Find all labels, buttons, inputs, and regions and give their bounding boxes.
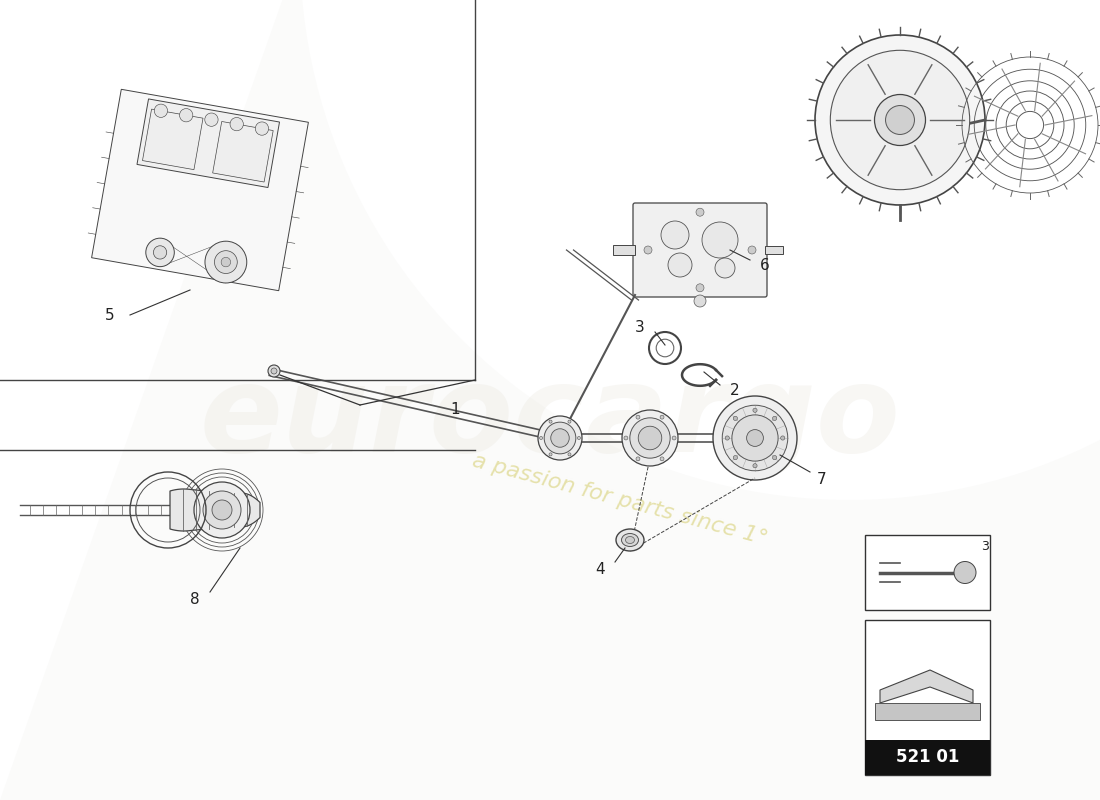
Circle shape xyxy=(668,253,692,277)
FancyBboxPatch shape xyxy=(632,203,767,297)
Circle shape xyxy=(268,365,280,377)
FancyBboxPatch shape xyxy=(865,535,990,610)
Bar xyxy=(764,246,783,254)
Circle shape xyxy=(696,208,704,216)
Text: 7: 7 xyxy=(817,473,827,487)
Circle shape xyxy=(214,250,238,274)
Ellipse shape xyxy=(621,534,638,546)
Circle shape xyxy=(772,455,777,460)
Circle shape xyxy=(734,455,737,460)
Ellipse shape xyxy=(626,537,635,543)
Circle shape xyxy=(624,436,628,440)
Text: 8: 8 xyxy=(190,593,200,607)
Circle shape xyxy=(179,109,192,122)
Bar xyxy=(613,245,635,255)
Circle shape xyxy=(205,241,246,283)
Circle shape xyxy=(713,396,798,480)
Circle shape xyxy=(748,246,756,254)
Circle shape xyxy=(874,94,925,146)
Circle shape xyxy=(255,122,268,135)
Polygon shape xyxy=(874,703,980,720)
Text: a passion for parts since 1°: a passion for parts since 1° xyxy=(470,451,770,549)
Circle shape xyxy=(734,416,737,421)
Ellipse shape xyxy=(616,529,644,551)
Circle shape xyxy=(630,418,670,458)
Text: 521 01: 521 01 xyxy=(895,749,959,766)
Polygon shape xyxy=(143,109,204,170)
Circle shape xyxy=(538,416,582,460)
Circle shape xyxy=(954,562,976,583)
Circle shape xyxy=(549,420,552,423)
Polygon shape xyxy=(91,90,308,290)
Circle shape xyxy=(725,436,729,440)
Circle shape xyxy=(732,415,778,461)
Circle shape xyxy=(153,246,167,259)
Circle shape xyxy=(221,258,231,267)
Text: 4: 4 xyxy=(595,562,605,578)
Circle shape xyxy=(830,50,970,190)
Circle shape xyxy=(194,482,250,538)
Circle shape xyxy=(752,408,757,412)
Circle shape xyxy=(230,118,243,130)
Circle shape xyxy=(747,430,763,446)
Circle shape xyxy=(702,222,738,258)
Circle shape xyxy=(212,500,232,520)
Text: 6: 6 xyxy=(760,258,770,273)
Circle shape xyxy=(568,453,571,456)
Circle shape xyxy=(660,415,664,419)
Text: 3: 3 xyxy=(981,541,989,554)
Polygon shape xyxy=(170,489,260,531)
FancyBboxPatch shape xyxy=(865,620,990,775)
Text: 5: 5 xyxy=(106,307,114,322)
Circle shape xyxy=(636,415,640,419)
Circle shape xyxy=(205,113,218,126)
Circle shape xyxy=(886,106,914,134)
Text: 1: 1 xyxy=(450,402,460,418)
Text: 3: 3 xyxy=(635,321,645,335)
Circle shape xyxy=(752,464,757,468)
Circle shape xyxy=(638,426,662,450)
Circle shape xyxy=(815,35,984,205)
Circle shape xyxy=(723,406,788,470)
Circle shape xyxy=(644,246,652,254)
Circle shape xyxy=(661,221,689,249)
Circle shape xyxy=(204,491,241,529)
Circle shape xyxy=(154,104,167,118)
Circle shape xyxy=(672,436,676,440)
Circle shape xyxy=(544,422,575,454)
Circle shape xyxy=(694,295,706,307)
Circle shape xyxy=(578,437,581,439)
Circle shape xyxy=(715,258,735,278)
Circle shape xyxy=(539,437,542,439)
Circle shape xyxy=(549,453,552,456)
Circle shape xyxy=(781,436,784,440)
Circle shape xyxy=(271,368,277,374)
Polygon shape xyxy=(880,670,974,703)
Polygon shape xyxy=(138,99,279,187)
Text: eurocargo: eurocargo xyxy=(199,362,901,478)
Bar xyxy=(865,740,990,775)
Polygon shape xyxy=(212,122,273,182)
Circle shape xyxy=(636,457,640,461)
Circle shape xyxy=(621,410,678,466)
Circle shape xyxy=(772,416,777,421)
Circle shape xyxy=(696,284,704,292)
Circle shape xyxy=(146,238,174,266)
Circle shape xyxy=(551,429,569,447)
Text: 2: 2 xyxy=(730,382,740,398)
Circle shape xyxy=(660,457,664,461)
Circle shape xyxy=(568,420,571,423)
